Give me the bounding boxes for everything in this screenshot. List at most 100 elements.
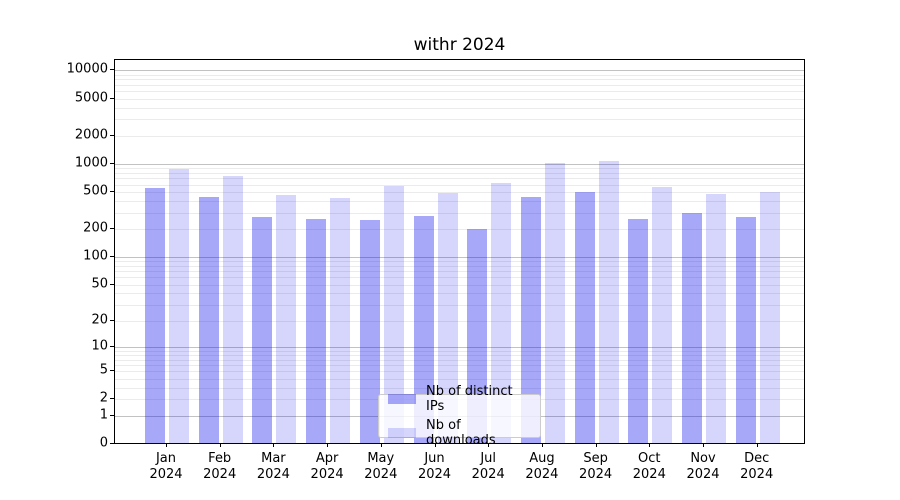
legend-label-distinct-ips: Nb of distinct IPs [426,384,513,414]
bar-distinct-ips [628,219,649,443]
x-tick-month: Jan [155,451,177,466]
minor-gridline [115,277,804,279]
y-tick-mark [110,414,114,416]
minor-gridline [115,119,804,121]
y-tick-label: 500 [83,183,108,199]
bar-downloads [276,195,297,443]
major-gridline [115,163,804,165]
bar-downloads [598,160,619,443]
x-tick-month: May [367,451,395,466]
y-tick-label: 20 [91,312,108,327]
x-tick-month: Jul [480,451,497,466]
major-gridline [115,346,804,348]
bar-distinct-ips [735,217,756,443]
bar-downloads [706,193,726,443]
bar-distinct-ips [467,228,488,443]
minor-gridline [115,354,804,356]
bar-downloads [222,175,243,443]
y-tick-mark [110,227,114,229]
minor-gridline [115,191,804,193]
y-tick-label: 1000 [74,155,108,171]
y-tick-mark [110,134,114,136]
x-tick-label: Aug 2024 [525,451,558,483]
y-tick-label: 5 [99,362,108,378]
minor-gridline [115,320,804,322]
y-tick-mark [110,255,114,257]
x-tick-mark [649,443,651,447]
x-tick-month: Jun [424,451,445,466]
x-tick-year: 2024 [310,467,344,482]
bar-downloads [491,182,512,443]
x-tick-year: 2024 [417,467,452,482]
minor-gridline [115,271,804,273]
x-tick-label: Jan 2024 [149,451,182,483]
x-tick-mark [380,443,382,447]
minor-gridline [115,359,804,361]
bar-downloads [759,191,780,443]
minor-gridline [115,74,804,76]
minor-gridline [115,178,804,180]
x-tick-year: 2024 [149,467,183,482]
minor-gridline [115,261,804,262]
x-tick-label: May 2024 [364,451,397,483]
minor-gridline [115,91,804,93]
legend-swatch-distinct-ips [388,394,416,404]
x-tick-month: Aug [529,451,555,466]
x-tick-label: Feb 2024 [203,451,236,483]
x-tick-mark [273,443,275,447]
x-tick-mark [595,443,597,447]
minor-gridline [115,168,804,169]
minor-gridline [115,172,804,174]
bar-downloads [383,186,404,443]
bar-distinct-ips [682,212,702,443]
x-tick-month: Sep [583,451,608,466]
x-tick-label: Jul 2024 [472,451,505,483]
minor-gridline [115,200,804,202]
x-tick-year: 2024 [256,467,290,482]
x-tick-mark [756,443,758,447]
bar-distinct-ips [145,187,165,443]
y-tick-mark [110,190,114,192]
minor-gridline [115,293,804,295]
x-tick-year: 2024 [364,467,398,482]
y-tick-label: 100 [83,248,108,264]
x-tick-label: Nov 2024 [686,451,719,483]
y-tick-mark [110,319,114,321]
y-tick-label: 2000 [74,127,108,143]
x-tick-month: Nov [690,451,716,466]
y-tick-label: 2 [99,390,108,406]
x-tick-mark [434,443,436,447]
y-tick-label: 5000 [74,90,108,105]
bar-downloads [169,169,189,443]
bar-distinct-ips [198,197,219,443]
y-tick-label: 10000 [66,61,108,77]
minor-gridline [115,228,804,230]
bar-distinct-ips [359,220,380,443]
x-tick-mark [541,443,543,447]
minor-gridline [115,284,804,286]
x-tick-year: 2024 [471,467,505,482]
y-tick-mark [110,345,114,347]
y-tick-mark [110,398,114,400]
bar-downloads [544,163,565,443]
minor-gridline [115,84,804,86]
x-tick-label: Apr 2024 [311,451,344,483]
y-tick-mark [110,370,114,372]
major-gridline [115,256,804,258]
x-tick-mark [219,443,221,447]
x-tick-month: Oct [638,451,661,466]
legend-label-downloads: Nb of downloads [426,418,496,448]
x-tick-label: Sep 2024 [579,451,612,483]
x-tick-label: Mar 2024 [257,451,290,483]
y-tick-label: 10 [91,338,108,354]
x-tick-month: Feb [208,451,232,466]
x-tick-mark [166,443,167,447]
legend: Nb of distinct IPs Nb of downloads [378,384,541,448]
major-gridline [115,70,804,72]
x-tick-label: Oct 2024 [633,451,666,483]
y-tick-mark [110,283,114,285]
x-tick-mark [327,443,329,447]
legend-item-downloads: Nb of downloads [388,418,531,448]
y-tick-label: 200 [83,220,108,236]
x-tick-year: 2024 [579,467,613,482]
